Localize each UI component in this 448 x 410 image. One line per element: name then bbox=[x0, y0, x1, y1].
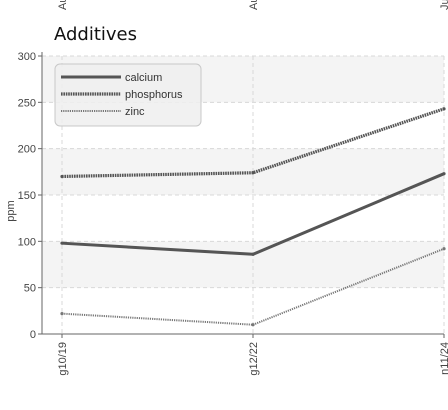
y-tick-label: 0 bbox=[30, 329, 36, 341]
series-lines bbox=[60, 107, 446, 327]
top-cut-label: Au bbox=[248, 0, 260, 10]
x-tick-label: g12/22 bbox=[248, 342, 260, 376]
data-point-phosphorus bbox=[251, 171, 255, 175]
data-point-zinc bbox=[251, 323, 255, 327]
top-cut-label: Ju bbox=[439, 0, 448, 10]
y-tick-label: 100 bbox=[18, 236, 36, 248]
y-tick-label: 250 bbox=[18, 97, 36, 109]
y-tick-label: 150 bbox=[18, 190, 36, 202]
top-cut-label: Au bbox=[57, 0, 69, 10]
data-point-phosphorus bbox=[442, 107, 446, 111]
legend-box bbox=[54, 63, 202, 127]
x-tick-label: n11/24 bbox=[439, 342, 448, 375]
top-cut-labels: Au Au Ju bbox=[57, 0, 448, 10]
axes bbox=[41, 52, 444, 335]
legend-label-calcium: calcium bbox=[125, 72, 162, 84]
y-tick-label: 200 bbox=[18, 144, 36, 156]
data-point-zinc bbox=[442, 247, 446, 251]
x-tick-label: g10/19 bbox=[57, 342, 69, 376]
x-tick-labels: g10/19 g12/22 n11/24 bbox=[57, 334, 448, 376]
plot-band bbox=[42, 241, 444, 288]
y-tick-label: 50 bbox=[24, 283, 36, 295]
data-point-calcium bbox=[442, 172, 446, 176]
legend-label-phosphorus: phosphorus bbox=[125, 89, 183, 101]
data-point-calcium bbox=[60, 241, 64, 245]
data-point-calcium bbox=[251, 252, 255, 256]
data-point-zinc bbox=[60, 312, 64, 316]
y-tick-label: 300 bbox=[18, 51, 36, 63]
y-tick-labels: 0 50 100 150 200 250 300 bbox=[18, 51, 42, 341]
legend: calcium phosphorus zinc bbox=[54, 63, 202, 127]
chart-title: Additives bbox=[54, 24, 137, 45]
series-line-zinc bbox=[61, 247, 445, 326]
data-point-phosphorus bbox=[60, 174, 64, 179]
y-axis-label: ppm bbox=[5, 200, 17, 221]
legend-label-zinc: zinc bbox=[125, 106, 145, 118]
